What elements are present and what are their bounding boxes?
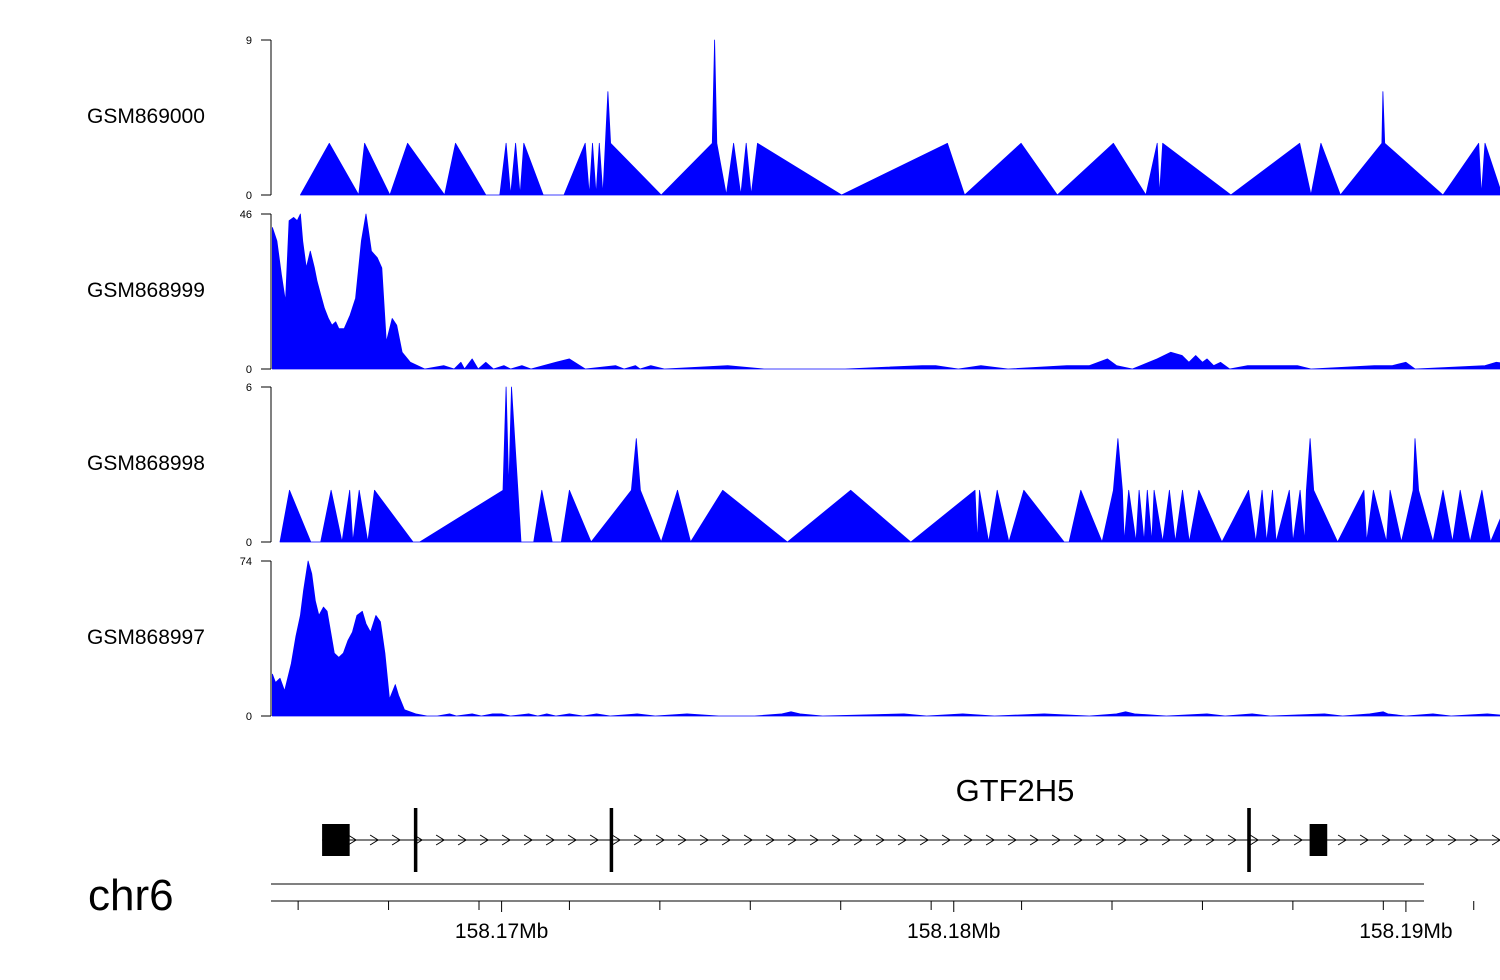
position-label: 158.19Mb — [1359, 920, 1452, 943]
y-tick-label: 0 — [246, 537, 252, 549]
strand-arrow — [1051, 834, 1062, 846]
strand-arrow — [743, 834, 754, 846]
exon — [1247, 808, 1251, 872]
track-GSM869000: GSM869000 9 0 — [87, 35, 1500, 202]
strand-arrow — [1095, 834, 1106, 846]
strand-arrow — [1337, 834, 1348, 846]
y-tick-label: 74 — [240, 556, 252, 568]
genome-axis: chr6 158.17Mb 158.18Mb 158.19Mb — [88, 871, 1475, 943]
strand-arrow — [633, 834, 644, 846]
coverage-area — [279, 386, 1500, 543]
strand-arrow — [963, 834, 974, 846]
strand-arrow — [699, 834, 710, 846]
data-tracks: GSM86900090GSM868999460GSM86899860GSM868… — [87, 35, 1500, 723]
strand-arrow — [1249, 834, 1260, 846]
strand-arrow — [1029, 834, 1040, 846]
y-tick-label: 0 — [246, 364, 252, 376]
strand-arrow — [655, 834, 666, 846]
track-label: GSM869000 — [87, 105, 205, 128]
y-tick-label: 0 — [246, 711, 252, 723]
y-tick-label: 9 — [246, 35, 252, 47]
y-tick-label: 46 — [240, 209, 252, 221]
strand-arrow — [1139, 834, 1150, 846]
strand-arrow — [1359, 834, 1370, 846]
strand-arrow — [347, 834, 358, 846]
strand-arrow — [589, 834, 600, 846]
strand-arrow — [1381, 834, 1392, 846]
strand-arrow — [941, 834, 952, 846]
strand-arrow — [501, 834, 512, 846]
coverage-area — [272, 213, 1500, 370]
exon — [322, 824, 350, 856]
strand-arrow — [875, 834, 886, 846]
strand-arrow — [765, 834, 776, 846]
y-tick-label: 0 — [246, 190, 252, 202]
exon — [1309, 824, 1328, 856]
strand-arrow — [1491, 834, 1500, 846]
strand-arrow — [523, 834, 534, 846]
gene-label: GTF2H5 — [956, 773, 1075, 808]
strand-arrow — [1073, 834, 1084, 846]
strand-arrow — [1183, 834, 1194, 846]
track-label: GSM868999 — [87, 279, 205, 302]
strand-arrow — [1117, 834, 1128, 846]
strand-arrow — [1205, 834, 1216, 846]
y-tick-label: 6 — [246, 382, 252, 394]
strand-arrow — [435, 834, 446, 846]
track-GSM868999: GSM868999 46 0 — [87, 209, 1500, 376]
strand-arrow — [831, 834, 842, 846]
exon — [609, 808, 614, 872]
position-label: 158.17Mb — [455, 920, 548, 943]
strand-arrow — [897, 834, 908, 846]
strand-arrow — [1447, 834, 1458, 846]
strand-arrow — [545, 834, 556, 846]
strand-arrow — [677, 834, 688, 846]
track-label: GSM868998 — [87, 452, 205, 475]
strand-arrow — [1271, 834, 1282, 846]
strand-arrow — [1161, 834, 1172, 846]
coverage-area — [300, 39, 1500, 196]
strand-arrow — [1403, 834, 1414, 846]
strand-arrow — [809, 834, 820, 846]
strand-arrow — [853, 834, 864, 846]
strand-arrow — [919, 834, 930, 846]
strand-arrow — [1469, 834, 1480, 846]
strand-arrow — [787, 834, 798, 846]
strand-arrow — [611, 834, 622, 846]
position-label: 158.18Mb — [907, 920, 1000, 943]
strand-arrow — [457, 834, 468, 846]
strand-arrow — [567, 834, 578, 846]
exon — [413, 808, 418, 872]
coverage-area — [272, 560, 1500, 717]
strand-arrow — [369, 834, 380, 846]
track-label: GSM868997 — [87, 626, 205, 649]
track-GSM868998: GSM868998 6 0 — [87, 382, 1500, 549]
strand-arrow — [1425, 834, 1436, 846]
track-GSM868997: GSM868997 74 0 — [87, 556, 1500, 723]
strand-arrow — [985, 834, 996, 846]
chromosome-label: chr6 — [88, 871, 174, 920]
gene-track: GTF2H5 — [322, 773, 1500, 872]
strand-arrow — [721, 834, 732, 846]
strand-arrow — [1293, 834, 1304, 846]
strand-arrow — [391, 834, 402, 846]
strand-arrow — [1227, 834, 1238, 846]
strand-arrow — [479, 834, 490, 846]
strand-arrow — [1007, 834, 1018, 846]
